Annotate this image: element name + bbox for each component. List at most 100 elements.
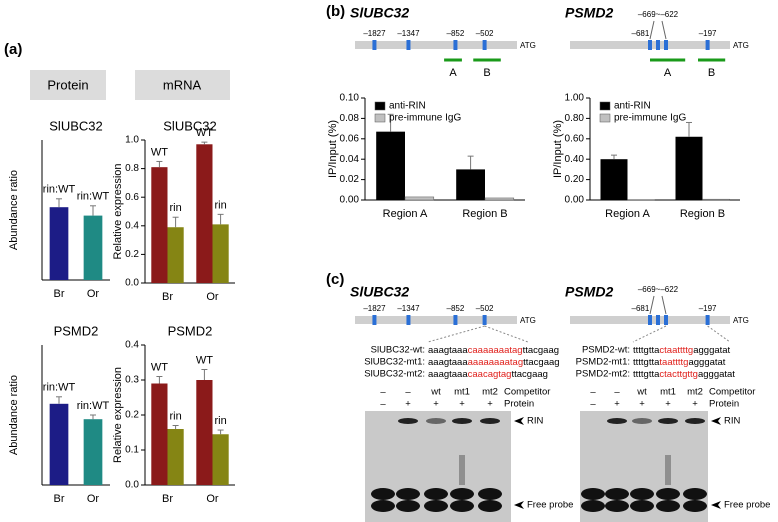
bar [167,227,184,283]
lane-competitor: wt [430,387,441,398]
bar-label: WT [196,354,213,366]
y-tick-label: 0.80 [565,113,585,124]
sequence-part: agggatat [693,345,730,356]
arrowhead [711,417,721,425]
smear [459,455,465,485]
probe-band [371,488,395,500]
shift-band [607,418,627,424]
probe-band [478,500,502,512]
site [648,40,652,50]
panel-label: (a) [4,41,22,58]
probe-band [450,500,474,512]
bar [600,159,628,200]
site-label: –1347 [397,304,420,313]
bar [376,131,405,200]
legend-label: pre-immune IgG [614,113,686,124]
probe-band [656,500,680,512]
bar [212,434,229,485]
site [656,315,660,325]
connector [649,295,655,315]
shift-band [426,418,446,424]
x-tick-label: Br [162,291,173,303]
site-label: –681 [632,304,650,313]
x-tick-label: Region A [605,208,650,220]
sequence-part: aaagtaaa [428,345,468,356]
site [648,315,652,325]
y-tick-label: 0.8 [125,163,139,174]
gene-name: PSMD2 [565,5,613,21]
sequence-part: taattttg [659,357,688,368]
site-label: –681 [632,29,650,38]
bar [196,380,213,485]
shift-band [658,418,678,424]
lane-protein: + [665,399,671,410]
lane-competitor: mt1 [454,387,470,398]
bar [83,215,103,280]
gene-name: PSMD2 [565,284,613,300]
x-tick-label: Or [206,493,219,505]
arrowhead [514,417,524,425]
x-tick-label: Br [54,288,65,300]
connector [661,295,667,315]
legend-swatch [374,113,386,123]
header-box [135,70,230,100]
site [664,315,668,325]
site [482,315,487,325]
connector [661,20,667,40]
band-label: RIN [724,416,741,427]
bar-label: WT [151,146,168,158]
probe-sequence: aaagtaaacaacagtagttacgaag [428,369,548,380]
y-tick-label: 0.02 [340,174,360,185]
sequence-part: agggatat [688,357,725,368]
smear [665,455,671,485]
probe-sequence: aaagtaaaaaaaaaaatagttacgaag [428,357,560,368]
site-label: –669~–622 [638,10,679,19]
probe-name: SlUBC32-wt: [371,345,425,356]
x-tick-label: Region B [462,208,507,220]
row-label: Competitor [709,387,755,398]
sequence-part: ttttgtta [633,357,660,368]
y-tick-label: 0.0 [125,480,139,491]
lane-competitor: mt1 [660,387,676,398]
y-axis-label: Relative expression [112,367,124,463]
y-tick-label: 0.40 [565,154,585,165]
lane-competitor: mt2 [687,387,703,398]
row-label: Protein [709,399,739,410]
site-label: –852 [447,29,465,38]
probe-sequence: ttttgttactaattttgagggatat [633,345,731,356]
sequence-part: ctacttgttg [659,369,698,380]
x-tick-label: Or [206,291,219,303]
probe-band [478,488,502,500]
sequence-part: ttacgaag [523,357,559,368]
shift-band [685,418,705,424]
bar-label: WT [196,127,213,139]
lane-competitor: – [380,387,386,398]
section-header: Protein [47,77,88,92]
row-label: Protein [504,399,534,410]
band-label: Free probe [724,500,770,511]
probe-sequence: aaagtaaacaaaaaaatagttacgaag [428,345,559,356]
y-tick-label: 0.4 [125,220,139,231]
site [656,40,660,50]
guide [484,325,529,343]
probe-band [396,488,420,500]
x-tick-label: Region B [680,208,725,220]
bar-label: WT [151,361,168,373]
legend-swatch [374,101,386,111]
lane-protein: + [459,399,465,410]
bar [702,198,730,201]
y-axis-label: IP/Input (%) [327,120,339,178]
site [406,40,411,50]
probe-band [371,500,395,512]
site-label: –197 [699,29,717,38]
probe-band [581,488,605,500]
site [664,40,668,50]
legend-swatch [599,113,611,123]
atg-label: ATG [733,41,749,50]
shift-band [632,418,652,424]
section-header: mRNA [163,77,202,92]
site-label: –1827 [363,304,386,313]
lane-protein: + [405,399,411,410]
lane-protein: + [487,399,493,410]
guide [707,325,731,343]
